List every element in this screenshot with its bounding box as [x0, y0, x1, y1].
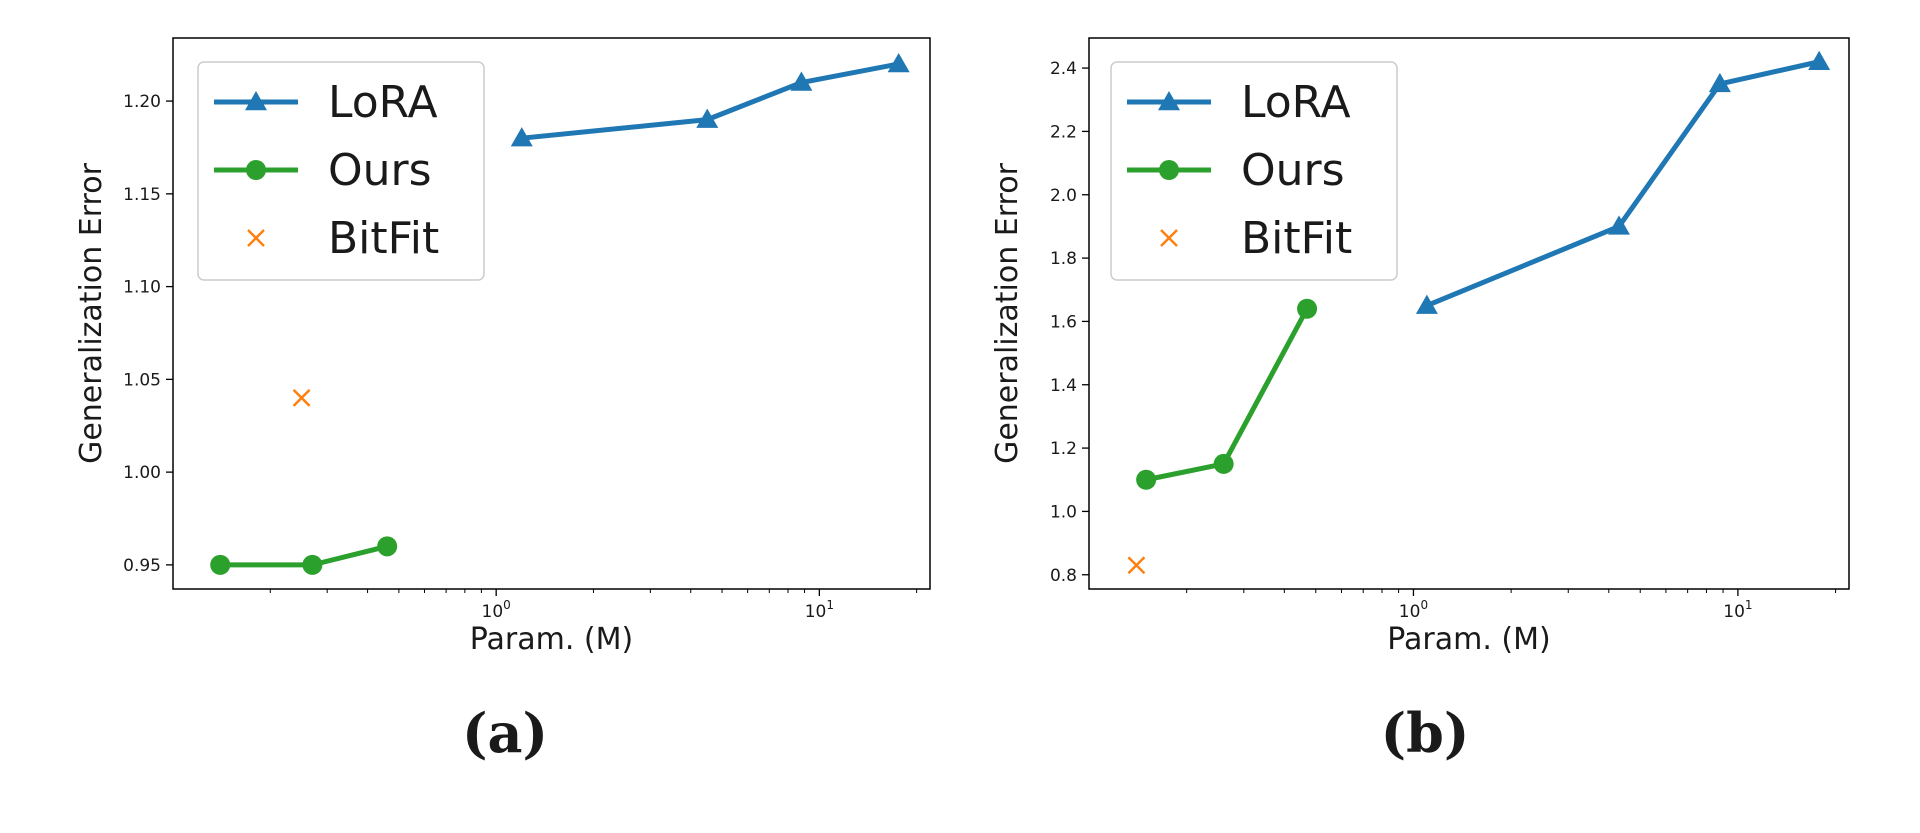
series-ours [1136, 298, 1318, 490]
series-ours-point [1213, 453, 1234, 474]
series-lora-point [696, 108, 719, 128]
series-lora-point [887, 52, 910, 73]
legend-entry-lora-marker [245, 91, 267, 111]
y-tick-label: 1.05 [123, 370, 161, 390]
legend-entry-bitfit: BitFit [247, 213, 439, 264]
series-ours-point [210, 554, 231, 575]
legend-entry-lora: LoRA [1127, 77, 1351, 128]
y-tick-label: 1.2 [1050, 439, 1077, 459]
x-axis-label: Param. (M) [470, 622, 633, 657]
series-lora-point [1607, 215, 1630, 235]
series-bitfit [292, 389, 311, 407]
y-tick-label: 1.15 [123, 185, 161, 205]
legend-entry-ours-label: Ours [1241, 145, 1345, 196]
y-tick-label: 2.0 [1050, 186, 1077, 206]
panel-b-caption: (b) [1381, 701, 1470, 765]
legend-entry-lora-marker [1158, 91, 1180, 111]
series-ours [210, 536, 398, 575]
x-axis-label: Param. (M) [1387, 622, 1550, 657]
legend-entry-bitfit-marker-stroke-b [1160, 229, 1178, 247]
y-tick-label: 0.8 [1050, 566, 1077, 586]
x-tick-label: 100 [482, 598, 511, 622]
panel-a-axes-frame [172, 37, 931, 590]
series-ours-line [1145, 307, 1310, 483]
series-ours-point [1297, 298, 1318, 319]
panel-b-legend: LoRA Ours BitFit [1110, 61, 1398, 281]
series-lora-point [510, 127, 533, 147]
panel-a-caption: (a) [462, 701, 548, 765]
legend-entry-bitfit-label: BitFit [328, 213, 439, 264]
legend-entry-ours: Ours [214, 145, 432, 196]
y-axis-label: Generalization Error [990, 162, 1025, 463]
y-tick-label: 1.8 [1050, 249, 1077, 269]
series-lora [1415, 50, 1831, 314]
series-bitfit-point-stroke-b [1127, 556, 1146, 575]
series-bitfit-point [292, 389, 311, 407]
series-lora-point [1808, 50, 1831, 70]
series-ours-point [377, 536, 398, 557]
y-tick-label: 1.6 [1050, 312, 1077, 332]
y-tick-label: 0.95 [123, 556, 161, 576]
y-axis-label: Generalization Error [74, 162, 109, 463]
panel-b-axes-frame [1088, 37, 1850, 590]
legend-box [1110, 61, 1398, 281]
legend-entry-lora: LoRA [214, 77, 438, 128]
legend-entry-ours-marker [246, 160, 266, 180]
panel-b: 0.8 1.0 1.2 1.4 1.6 1.8 2.0 2.2 2.4 100 101 Param. … [990, 37, 1850, 657]
legend-entry-ours-marker [1159, 160, 1179, 180]
series-ours-point [1136, 469, 1157, 490]
series-bitfit-point [1127, 556, 1146, 575]
legend-entry-bitfit: BitFit [1160, 213, 1352, 264]
y-tick-label: 1.0 [1050, 502, 1077, 522]
legend-entry-bitfit-marker-stroke-b [247, 229, 265, 247]
series-lora-line [1425, 59, 1820, 308]
panel-a-legend: LoRA Ours BitFit [197, 61, 485, 281]
series-lora-point [1415, 294, 1438, 314]
y-tick-label: 2.4 [1050, 59, 1077, 79]
legend-entry-ours: Ours [1127, 145, 1345, 196]
y-tick-label: 1.00 [123, 463, 161, 483]
series-lora-point [790, 71, 813, 91]
series-lora-point [1708, 72, 1731, 93]
series-bitfit [1127, 556, 1146, 575]
legend-box [197, 61, 485, 281]
series-ours-point [302, 554, 323, 575]
series-bitfit-point-stroke-b [292, 389, 311, 407]
legend-entry-ours-label: Ours [328, 145, 432, 196]
y-tick-label: 1.20 [123, 92, 161, 112]
x-tick-label: 101 [1723, 598, 1752, 622]
x-tick-label: 100 [1399, 598, 1428, 622]
legend-entry-lora-label: LoRA [328, 77, 438, 128]
legend-entry-bitfit-label: BitFit [1241, 213, 1352, 264]
y-tick-label: 1.4 [1050, 376, 1077, 396]
panel-a: 0.95 1.00 1.05 1.10 1.15 1.20 100 101 Param. (M)… [74, 37, 931, 657]
x-tick-label: 101 [805, 598, 834, 622]
series-lora-line [521, 61, 900, 141]
legend-entry-bitfit-marker [1160, 229, 1178, 247]
legend-entry-lora-label: LoRA [1241, 77, 1351, 128]
legend-entry-bitfit-marker [247, 229, 265, 247]
y-tick-label: 1.10 [123, 278, 161, 298]
y-tick-label: 2.2 [1050, 122, 1077, 142]
series-lora [510, 52, 910, 147]
